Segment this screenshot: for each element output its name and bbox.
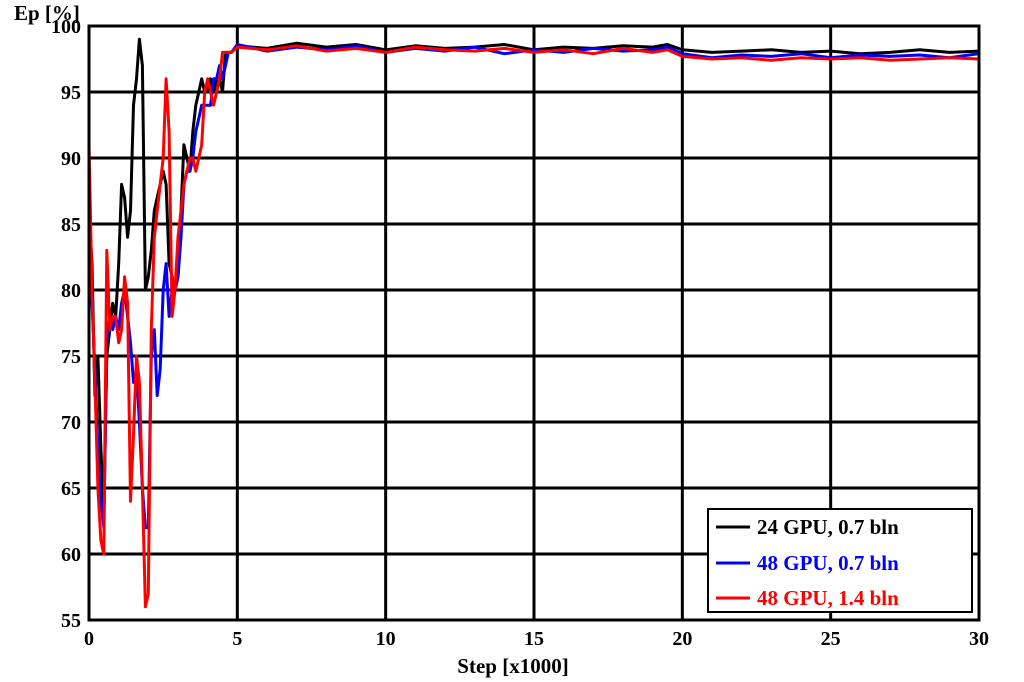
series-lines	[87, 37, 980, 609]
x-axis-title: Step [x1000]	[457, 654, 568, 678]
x-tick-label: 5	[232, 628, 242, 650]
legend-label-0: 24 GPU, 0.7 bln	[757, 515, 899, 539]
y-tick-label: 70	[61, 412, 81, 434]
y-tick-label: 100	[51, 16, 81, 38]
legend-label-1: 48 GPU, 0.7 bln	[757, 551, 899, 575]
legend-box	[707, 508, 973, 613]
plot-frame	[87, 24, 981, 622]
tick-labels: 0 5 10 15 20 25 30 55 60 65 70 75 80 85 90 95 100	[51, 16, 989, 650]
y-tick-label: 55	[61, 610, 81, 632]
series-line-0	[87, 37, 980, 516]
legend-label-2: 48 GPU, 1.4 bln	[757, 586, 899, 610]
x-tick-label: 0	[84, 628, 94, 650]
legend: 24 GPU, 0.7 bln 48 GPU, 0.7 bln 48 GPU, …	[707, 508, 973, 613]
y-tick-label: 95	[61, 82, 81, 104]
y-tick-label: 80	[61, 280, 81, 302]
x-tick-label: 15	[524, 628, 544, 650]
series-line-2	[87, 44, 980, 609]
y-tick-label: 85	[61, 214, 81, 236]
y-axis-title: Ep [%]	[14, 1, 80, 25]
x-tick-label: 30	[969, 628, 989, 650]
y-tick-label: 65	[61, 478, 81, 500]
y-tick-label: 60	[61, 544, 81, 566]
x-tick-label: 20	[672, 628, 692, 650]
x-tick-label: 25	[821, 628, 841, 650]
x-tick-label: 10	[376, 628, 396, 650]
y-tick-label: 90	[61, 148, 81, 170]
y-tick-label: 75	[61, 346, 81, 368]
